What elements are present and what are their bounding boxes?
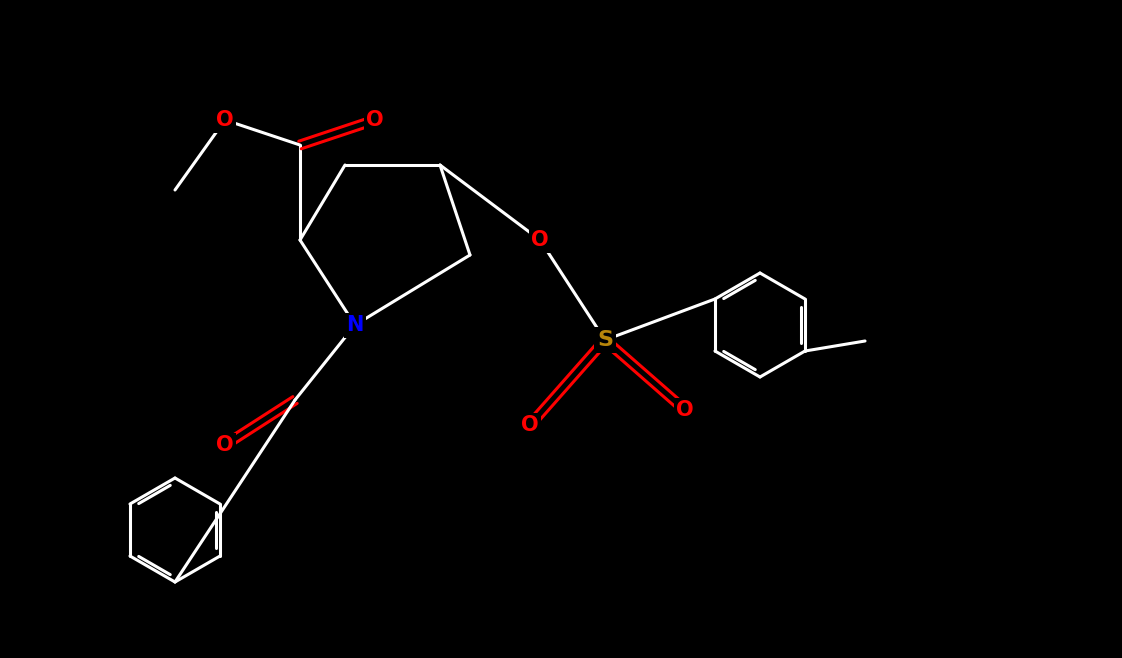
Text: O: O <box>677 400 693 420</box>
Text: S: S <box>597 330 613 350</box>
Text: O: O <box>217 435 233 455</box>
Text: N: N <box>347 315 364 335</box>
Text: O: O <box>217 110 233 130</box>
Text: O: O <box>522 415 539 435</box>
Text: O: O <box>366 110 384 130</box>
Text: O: O <box>531 230 549 250</box>
